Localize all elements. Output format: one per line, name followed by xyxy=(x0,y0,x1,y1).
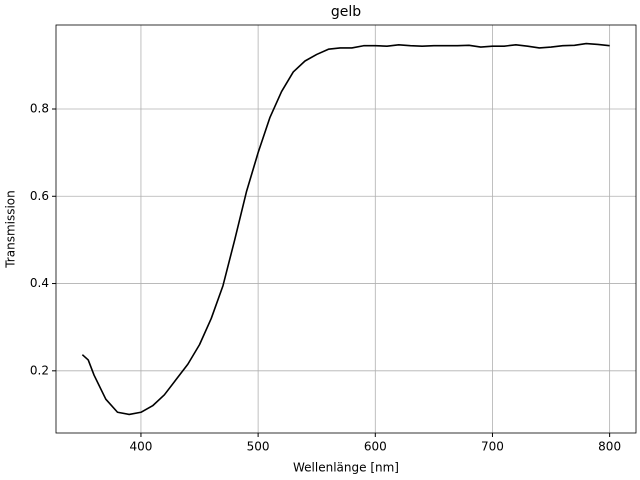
chart-title: gelb xyxy=(331,4,361,20)
y-axis-label: Transmission xyxy=(4,190,18,269)
y-tick-label: 0.8 xyxy=(30,102,49,116)
y-tick-label: 0.6 xyxy=(30,189,49,203)
y-tick-label: 0.2 xyxy=(30,363,49,377)
x-tick-label: 400 xyxy=(129,440,152,454)
data-line xyxy=(81,42,610,416)
x-tick-label: 700 xyxy=(481,440,504,454)
x-axis-label: Wellenlänge [nm] xyxy=(293,461,399,475)
y-tick-label: 0.4 xyxy=(30,276,49,290)
x-tick-label: 600 xyxy=(364,440,387,454)
plot-frame xyxy=(55,24,637,434)
x-tick-label: 500 xyxy=(247,440,270,454)
x-tick-label: 800 xyxy=(598,440,621,454)
